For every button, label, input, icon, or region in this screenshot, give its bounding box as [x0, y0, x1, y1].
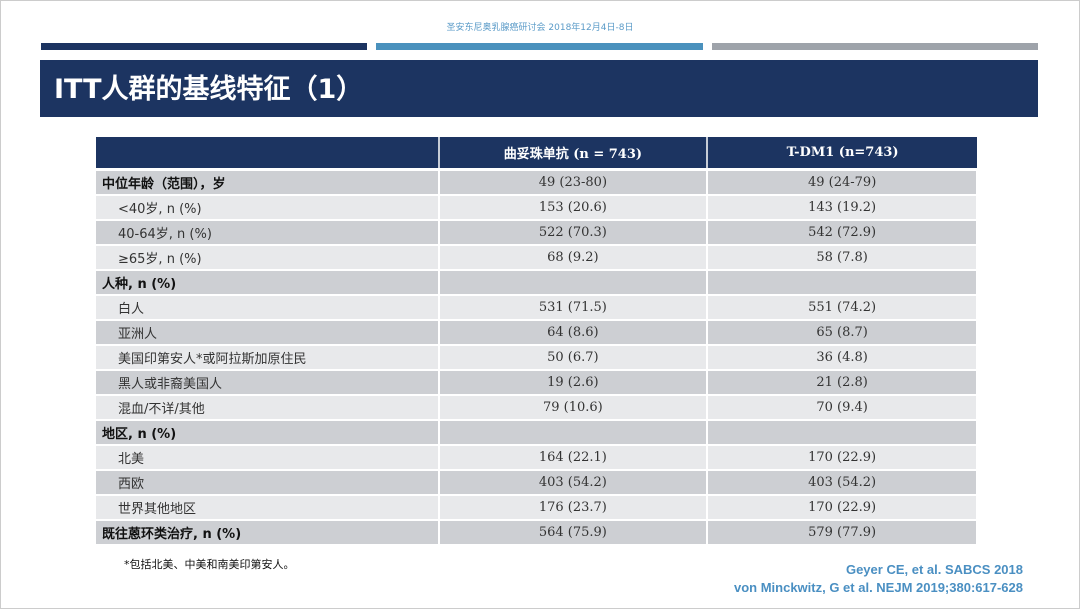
table-row: 混血/不详/其他 79 (10.6) 70 (9.4): [96, 395, 978, 421]
table-row: 地区, n (%): [96, 420, 978, 446]
baseline-table: 曲妥珠单抗 (n = 743) T-DM1 (n=743) 中位年龄（范围），岁…: [96, 137, 978, 546]
tdm1-value: [707, 420, 978, 446]
reference-1: Geyer CE, et al. SABCS 2018: [845, 562, 1023, 577]
row-label: 人种, n (%): [96, 270, 440, 296]
decor-bar-1: [41, 43, 367, 50]
tdm1-value: 70 (9.4): [707, 395, 978, 421]
trastuzumab-value: 564 (75.9): [438, 520, 709, 546]
tdm1-value: 403 (54.2): [707, 470, 978, 496]
conference-header: 圣安东尼奥乳腺癌研讨会 2018年12月4日-8日: [446, 23, 634, 33]
row-label: 白人: [96, 295, 440, 321]
tdm1-value: 21 (2.8): [707, 370, 978, 396]
tdm1-value: 551 (74.2): [707, 295, 978, 321]
trastuzumab-value: 49 (23-80): [438, 169, 709, 196]
tdm1-value: [707, 270, 978, 296]
row-label: 黑人或非裔美国人: [96, 370, 440, 396]
table-row: 黑人或非裔美国人 19 (2.6) 21 (2.8): [96, 370, 978, 396]
header-trastuzumab: 曲妥珠单抗 (n = 743): [438, 137, 709, 171]
decor-bar-2: [376, 43, 703, 50]
table-row: 北美 164 (22.1) 170 (22.9): [96, 445, 978, 471]
trastuzumab-value: [438, 420, 709, 446]
row-label: 北美: [96, 445, 440, 471]
decor-bar-3: [712, 43, 1038, 50]
slide-title: ITT人群的基线特征（1）: [40, 60, 1038, 117]
tdm1-value: 65 (8.7): [707, 320, 978, 346]
tdm1-value: 170 (22.9): [707, 445, 978, 471]
row-label: 既往蒽环类治疗, n (%): [96, 520, 440, 546]
header-label: [96, 137, 440, 171]
trastuzumab-value: 79 (10.6): [438, 395, 709, 421]
trastuzumab-value: 403 (54.2): [438, 470, 709, 496]
trastuzumab-value: 68 (9.2): [438, 245, 709, 271]
tdm1-value: 36 (4.8): [707, 345, 978, 371]
table-row: 美国印第安人*或阿拉斯加原住民 50 (6.7) 36 (4.8): [96, 345, 978, 371]
row-label: 西欧: [96, 470, 440, 496]
table-row: 40-64岁, n (%) 522 (70.3) 542 (72.9): [96, 220, 978, 246]
row-label: 混血/不详/其他: [96, 395, 440, 421]
table-row: ≥65岁, n (%) 68 (9.2) 58 (7.8): [96, 245, 978, 271]
trastuzumab-value: 153 (20.6): [438, 195, 709, 221]
trastuzumab-value: 50 (6.7): [438, 345, 709, 371]
trastuzumab-value: 164 (22.1): [438, 445, 709, 471]
row-label: 40-64岁, n (%): [96, 220, 440, 246]
row-label: 中位年龄（范围），岁: [96, 169, 440, 196]
row-label: 美国印第安人*或阿拉斯加原住民: [96, 345, 440, 371]
tdm1-value: 579 (77.9): [707, 520, 978, 546]
trastuzumab-value: 522 (70.3): [438, 220, 709, 246]
table-row: 亚洲人 64 (8.6) 65 (8.7): [96, 320, 978, 346]
reference-2: von Minckwitz, G et al. NEJM 2019;380:61…: [733, 580, 1023, 595]
row-label: ≥65岁, n (%): [96, 245, 440, 271]
tdm1-value: 49 (24-79): [707, 169, 978, 196]
table-row: 既往蒽环类治疗, n (%) 564 (75.9) 579 (77.9): [96, 520, 978, 546]
row-label: 地区, n (%): [96, 420, 440, 446]
tdm1-value: 58 (7.8): [707, 245, 978, 271]
header-tdm1: T-DM1 (n=743): [707, 137, 977, 171]
tdm1-value: 542 (72.9): [707, 220, 978, 246]
trastuzumab-value: 19 (2.6): [438, 370, 709, 396]
trastuzumab-value: 176 (23.7): [438, 495, 709, 521]
table-row: 西欧 403 (54.2) 403 (54.2): [96, 470, 978, 496]
table-row: 人种, n (%): [96, 270, 978, 296]
row-label: 世界其他地区: [96, 495, 440, 521]
row-label: <40岁, n (%): [96, 195, 440, 221]
trastuzumab-value: 64 (8.6): [438, 320, 709, 346]
footnote: *包括北美、中美和南美印第安人。: [124, 558, 295, 571]
table-row: 中位年龄（范围），岁 49 (23-80) 49 (24-79): [96, 169, 978, 196]
tdm1-value: 143 (19.2): [707, 195, 978, 221]
table-row: <40岁, n (%) 153 (20.6) 143 (19.2): [96, 195, 978, 221]
trastuzumab-value: [438, 270, 709, 296]
table-row: 白人 531 (71.5) 551 (74.2): [96, 295, 978, 321]
tdm1-value: 170 (22.9): [707, 495, 978, 521]
trastuzumab-value: 531 (71.5): [438, 295, 709, 321]
table-row: 世界其他地区 176 (23.7) 170 (22.9): [96, 495, 978, 521]
row-label: 亚洲人: [96, 320, 440, 346]
